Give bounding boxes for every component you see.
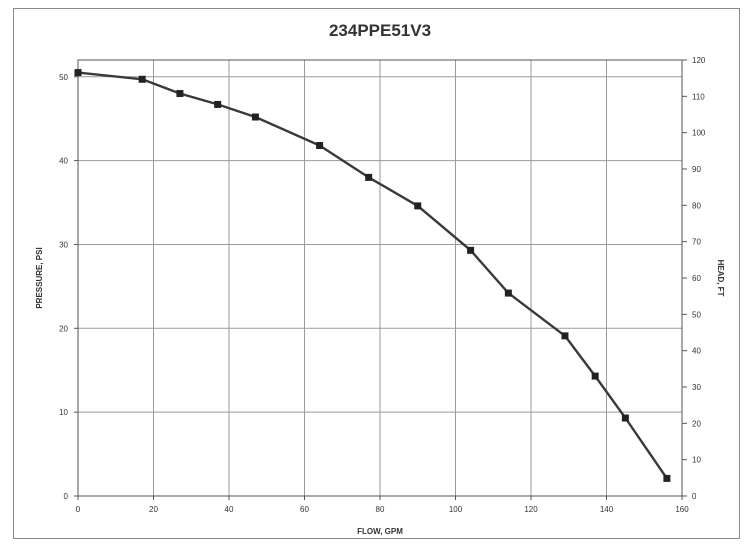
y-tick-label: 50 xyxy=(59,73,68,82)
x-tick-label: 0 xyxy=(76,505,81,514)
pump-curve-line xyxy=(77,71,668,480)
y-axis-label: PRESSURE, PSI xyxy=(35,247,44,308)
y2-tick-label: 100 xyxy=(692,129,706,138)
data-point-marker xyxy=(365,173,373,181)
y2-tick-label: 60 xyxy=(692,274,701,283)
data-point-marker xyxy=(251,113,259,121)
y2-tick-label: 70 xyxy=(692,238,701,247)
data-point-marker xyxy=(138,75,146,83)
y2-tick-label: 30 xyxy=(692,383,701,392)
x-tick-label: 160 xyxy=(675,505,689,514)
plot-area-border xyxy=(77,59,683,497)
y2-tick-label: 110 xyxy=(692,92,705,101)
x-tick-label: 80 xyxy=(376,505,385,514)
x-tick-label: 60 xyxy=(300,505,309,514)
x-tick-label: 100 xyxy=(449,505,463,514)
x-axis-label: FLOW, GPM xyxy=(357,527,403,536)
y-tick-label: 40 xyxy=(59,157,68,166)
y2-tick-label: 20 xyxy=(692,419,701,428)
y-tick-label: 10 xyxy=(59,408,68,417)
data-point-marker xyxy=(214,100,222,108)
grid-layer xyxy=(74,59,687,500)
x-tick-label: 120 xyxy=(524,505,538,514)
chart-title: 234PPE51V3 xyxy=(329,21,431,40)
chart-frame xyxy=(13,8,740,539)
y2-axis-label: HEAD, FT xyxy=(716,260,725,297)
data-point-marker xyxy=(414,202,422,210)
y2-tick-label: 0 xyxy=(692,492,697,501)
data-point-marker xyxy=(663,474,671,482)
data-point-marker xyxy=(621,414,629,422)
data-point-marker xyxy=(316,142,324,150)
y2-tick-label: 10 xyxy=(692,456,701,465)
y2-tick-label: 40 xyxy=(692,347,701,356)
y-tick-label: 20 xyxy=(59,324,68,333)
tick-labels: 0 20 40 60 80 100 120 140 1600102030405001020304… xyxy=(59,56,706,514)
data-point-marker xyxy=(176,90,184,98)
data-point-marker xyxy=(504,289,512,297)
x-tick-label: 40 xyxy=(225,505,234,514)
y2-tick-label: 90 xyxy=(692,165,701,174)
y-tick-label: 30 xyxy=(59,240,68,249)
x-tick-label: 140 xyxy=(600,505,614,514)
data-point-marker xyxy=(561,332,569,340)
data-point-marker xyxy=(467,246,475,254)
data-point-marker xyxy=(591,372,599,380)
data-point-marker xyxy=(74,69,82,77)
y2-tick-label: 120 xyxy=(692,56,706,65)
y2-tick-label: 50 xyxy=(692,310,701,319)
y2-tick-label: 80 xyxy=(692,201,701,210)
x-tick-label: 20 xyxy=(149,505,158,514)
series-layer xyxy=(74,69,671,482)
y-tick-label: 0 xyxy=(64,492,69,501)
